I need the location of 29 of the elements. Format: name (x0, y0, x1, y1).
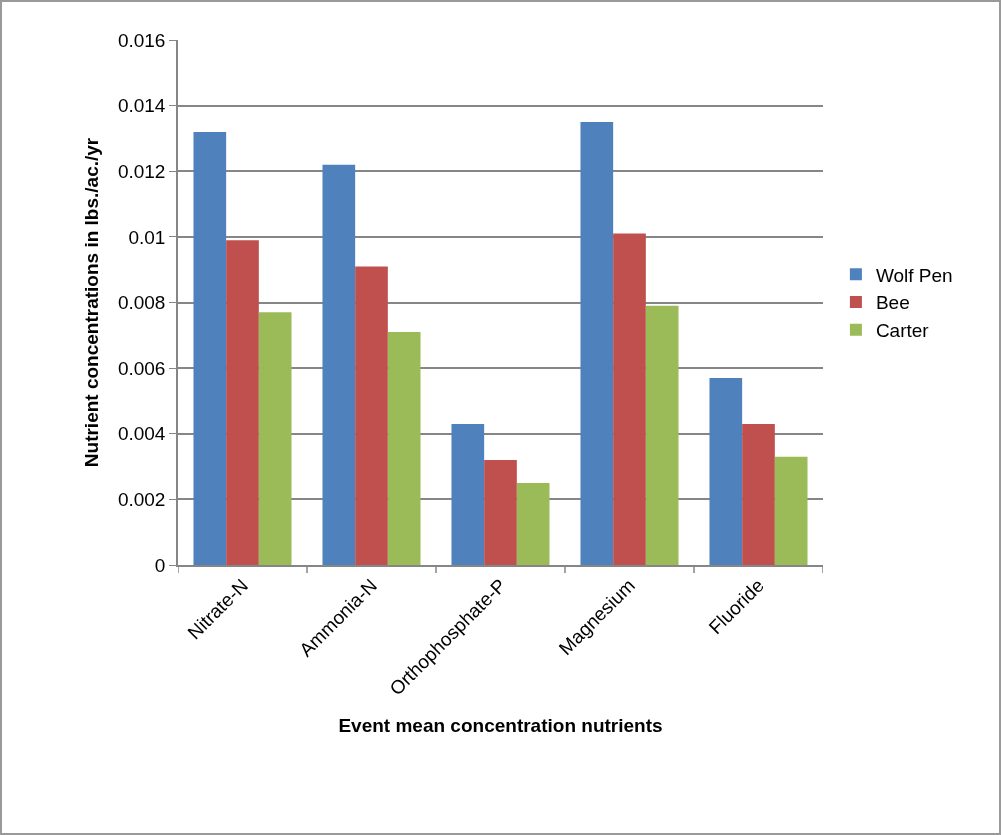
legend-label: Carter (875, 320, 930, 342)
bar (387, 332, 421, 565)
bar (451, 423, 485, 565)
bar (709, 377, 743, 565)
bar (580, 122, 614, 565)
bar (484, 460, 517, 565)
bar (226, 240, 259, 565)
legend-label: Wolf Pen (875, 264, 953, 286)
y-tick-label: 0.01 (128, 226, 166, 248)
bar (774, 456, 808, 565)
y-tick-label: 0.014 (117, 95, 166, 117)
bar (516, 482, 550, 565)
bar (258, 312, 292, 565)
bar (645, 305, 679, 565)
y-tick-label: 0.002 (117, 489, 166, 511)
y-tick-label: 0.006 (117, 357, 166, 379)
y-tick-label: 0.004 (117, 423, 166, 445)
bar (742, 423, 775, 565)
legend-label: Bee (875, 292, 910, 314)
bar (355, 266, 388, 565)
bar (193, 131, 227, 565)
bar (322, 164, 356, 565)
bar (613, 233, 646, 565)
x-axis-title: Event mean concentration nutrients (338, 714, 663, 736)
y-axis-title: Nutrient concentrations in lbs./ac./yr (81, 137, 103, 468)
y-tick-label: 0.012 (117, 160, 166, 182)
y-tick-label: 0.008 (117, 292, 166, 314)
y-tick-label: 0 (154, 554, 166, 576)
y-tick-label: 0.016 (117, 29, 166, 51)
